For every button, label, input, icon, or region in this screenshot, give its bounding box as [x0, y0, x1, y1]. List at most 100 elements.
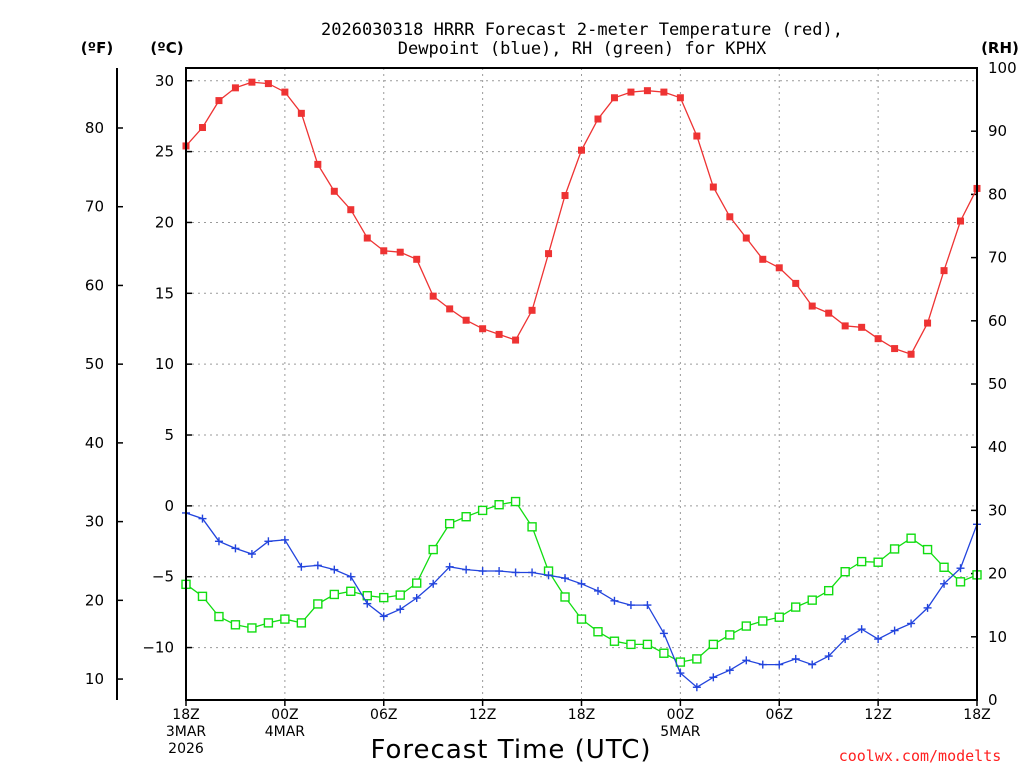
rh-point: [741, 621, 751, 631]
rh-tick-label: 80: [988, 185, 1007, 203]
dewpoint-point: [396, 605, 405, 614]
rh-point: [296, 618, 307, 628]
rh-point: [708, 639, 719, 650]
dewpoint-point: [923, 603, 932, 612]
rh-point: [395, 590, 405, 600]
rh-unit-label: (RH): [981, 39, 1019, 57]
rh-tick-label: 100: [988, 59, 1017, 77]
rh-point: [280, 614, 290, 624]
x-axis-label: Forecast Time (UTC): [370, 735, 651, 765]
dewpoint-point: [247, 550, 256, 559]
rh-point: [791, 602, 801, 612]
rh-point: [214, 611, 224, 622]
rh-tick-label: 50: [988, 375, 1007, 393]
rh-point: [873, 557, 883, 567]
chart-title-line1: 2026030318 HRRR Forecast 2-meter Tempera…: [321, 20, 843, 40]
temperature-point: [874, 335, 882, 343]
rh-point: [379, 592, 389, 603]
rh-point: [593, 627, 603, 637]
temperature-point: [314, 160, 322, 168]
temperature-point: [693, 132, 701, 140]
dewpoint-point: [676, 669, 685, 678]
temperature-point: [347, 206, 355, 214]
dewpoint-point: [577, 579, 586, 588]
temperature-point: [545, 250, 553, 258]
temperature-point: [281, 88, 289, 96]
fahrenheit-unit-label: (ºF): [81, 39, 113, 57]
dewpoint-point: [495, 567, 504, 576]
celsius-tick-label: 25: [155, 143, 174, 161]
celsius-tick-label: 5: [164, 426, 174, 444]
celsius-tick-label: 20: [155, 213, 174, 231]
temperature-point: [808, 302, 816, 310]
celsius-tick-label: −10: [142, 639, 174, 657]
rh-point: [906, 533, 916, 543]
dewpoint-point: [198, 514, 207, 523]
time-tick-label: 18Z: [963, 707, 990, 723]
celsius-tick-label: 30: [155, 72, 174, 90]
dewpoint-point: [593, 586, 602, 595]
rh-point: [494, 500, 504, 510]
rh-point: [247, 623, 257, 633]
temperature-point: [709, 183, 717, 191]
temperature-point: [643, 87, 651, 95]
dewpoint-point: [808, 660, 817, 669]
rh-tick-label: 0: [988, 691, 998, 709]
rh-tick-label: 40: [988, 438, 1007, 456]
rh-point: [774, 612, 784, 622]
temperature-point: [429, 292, 437, 300]
time-tick-label: 06Z: [370, 707, 397, 723]
rh-tick-label: 10: [988, 628, 1007, 646]
rh-tick-label: 70: [988, 249, 1007, 267]
dewpoint-point: [857, 625, 866, 634]
temperature-point: [561, 192, 569, 200]
dewpoint-point: [692, 683, 701, 692]
temperature-point: [775, 264, 783, 272]
rh-point: [576, 614, 587, 624]
rh-tick-label: 90: [988, 122, 1007, 140]
temperature-point: [198, 124, 206, 132]
rh-point: [609, 636, 620, 646]
dewpoint-point: [544, 571, 553, 580]
temperature-point: [396, 248, 404, 256]
rh-point: [197, 591, 208, 602]
temperature-point: [264, 80, 272, 88]
temperature-point: [660, 88, 668, 96]
dewpoint-point: [379, 612, 388, 621]
dewpoint-point: [610, 596, 619, 605]
time-tick-label: 4MAR: [265, 724, 306, 740]
time-tick-label: 00Z: [667, 707, 694, 723]
series-rh: [181, 496, 982, 667]
temperature-point: [858, 323, 866, 331]
time-tick-label: 12Z: [864, 707, 891, 723]
temperature-point: [924, 319, 932, 327]
rh-point: [642, 639, 653, 650]
temperature-point: [891, 345, 899, 353]
temperature-point: [446, 305, 454, 313]
time-tick-label: 12Z: [469, 707, 496, 723]
fahrenheit-tick-label: 20: [85, 591, 104, 609]
rh-point: [856, 556, 867, 567]
dewpoint-point: [940, 579, 949, 588]
rh-point: [510, 496, 521, 507]
celsius-tick-label: 10: [155, 355, 174, 373]
dewpoint-point: [280, 535, 289, 544]
time-tick-label: 18Z: [568, 707, 595, 723]
dewpoint-point: [528, 568, 537, 577]
temperature-point: [330, 187, 338, 195]
fahrenheit-tick-label: 80: [85, 119, 104, 137]
dewpoint-point: [758, 660, 767, 669]
temperature-point: [940, 267, 948, 275]
time-tick-label: 5MAR: [660, 724, 701, 740]
rh-point: [889, 544, 900, 554]
temperature-point: [248, 78, 256, 86]
temperature-point: [363, 234, 371, 242]
rh-point: [560, 592, 570, 602]
temperature-point: [594, 115, 602, 123]
plot-frame: [185, 67, 978, 701]
rh-point: [939, 562, 949, 572]
temperature-point: [627, 88, 635, 96]
rh-point: [725, 630, 735, 640]
dewpoint-point: [330, 565, 339, 574]
